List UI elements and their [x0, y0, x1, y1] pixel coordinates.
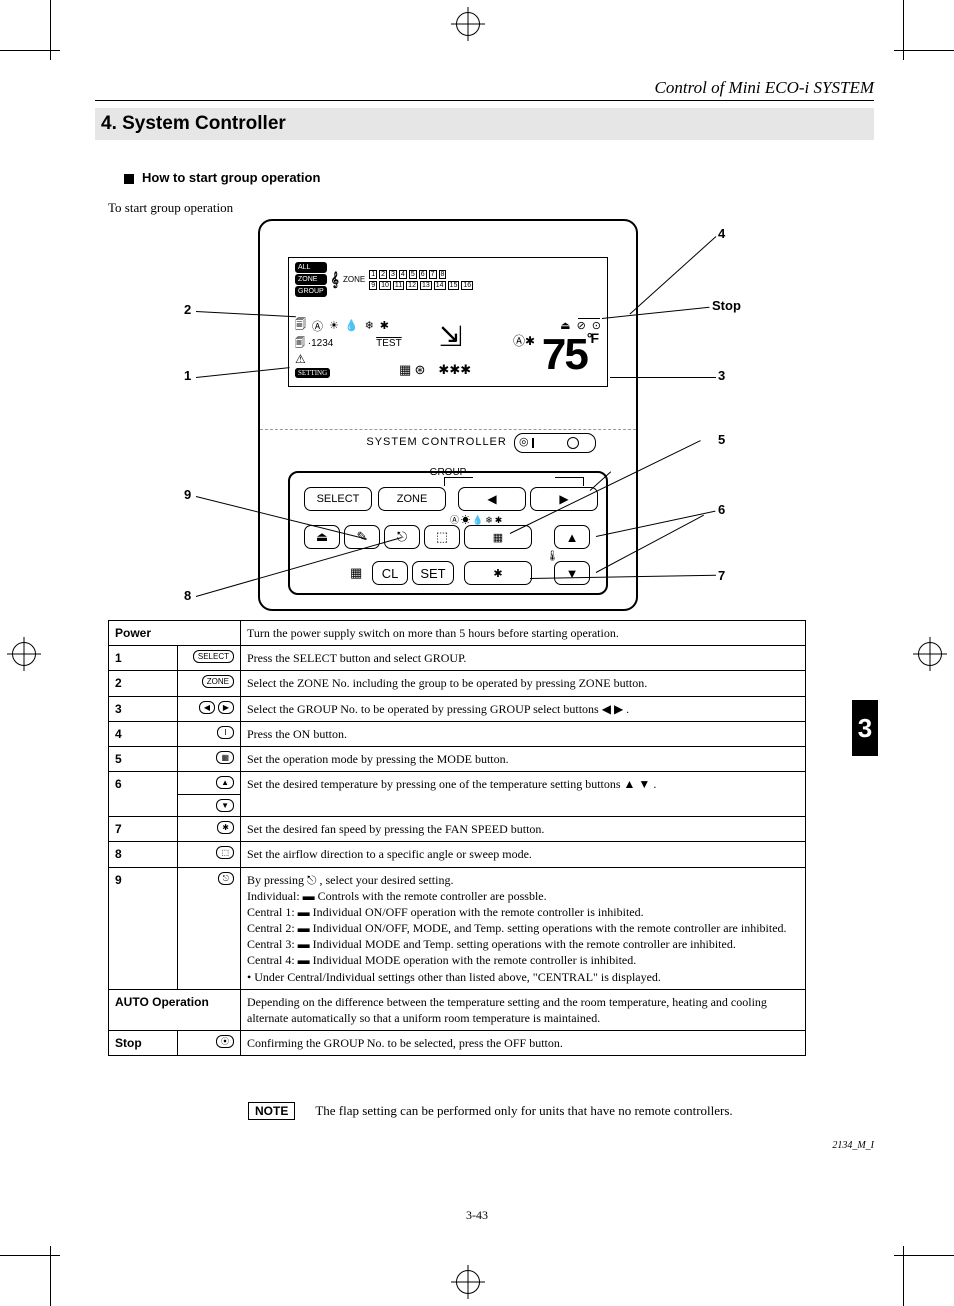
callout-3: 3 [718, 368, 725, 383]
controller-body: ALL ZONE GROUP 𝄞 ZONE 12345678 910111213… [258, 219, 638, 611]
note-label: NOTE [248, 1102, 295, 1120]
registration-mark-icon [456, 1270, 480, 1294]
controller-illustration: ALL ZONE GROUP 𝄞 ZONE 12345678 910111213… [258, 219, 638, 611]
note: NOTE The flap setting can be performed o… [248, 1102, 808, 1120]
callout-stop: Stop [712, 298, 741, 313]
select-button[interactable]: SELECT [304, 487, 372, 511]
group-left-button[interactable]: ◀ [458, 487, 526, 511]
lead-text: To start group operation [108, 200, 233, 216]
zone-button[interactable]: ZONE [378, 487, 446, 511]
mode-zone: ZONE [295, 274, 327, 285]
section-heading: 4. System Controller [95, 108, 874, 140]
cl-button[interactable]: CL [372, 561, 408, 585]
temp-down-button[interactable]: ▼ [554, 561, 590, 585]
callout-7: 7 [718, 568, 725, 583]
callout-1: 1 [184, 368, 191, 383]
page-number: 3-43 [0, 1208, 954, 1223]
lcd-screen: ALL ZONE GROUP 𝄞 ZONE 12345678 910111213… [288, 257, 608, 387]
central-button[interactable]: ⎋ [384, 525, 420, 549]
table-row: AUTO OperationDepending on the differenc… [109, 989, 806, 1030]
button-pad: GROUP SELECT ZONE ◀ ▶ Ⓐ☀💧❄✱ ⏏ ✎ ⎋ ⬚ ▦ ▲ … [288, 471, 608, 595]
crop-mark [50, 1246, 51, 1306]
callout-9: 9 [184, 487, 191, 502]
table-row: 2ZONESelect the ZONE No. including the g… [109, 671, 806, 696]
crop-mark [0, 50, 60, 51]
crop-mark [903, 1246, 904, 1306]
row9-desc: By pressing ⎋ , select your desired sett… [241, 867, 806, 989]
crop-mark [0, 1255, 60, 1256]
lcd-1234: 1234 [311, 338, 333, 349]
document-title: Control of Mini ECO-i SYSTEM [655, 78, 874, 98]
bullet-icon [124, 174, 134, 184]
table-row: 6▲Set the desired temperature by pressin… [109, 772, 806, 795]
crop-mark [903, 0, 904, 60]
zone-label: ZONE [343, 275, 365, 284]
callout-6: 6 [718, 502, 725, 517]
lcd-test: TEST [376, 338, 402, 349]
doc-id: 2134_M_I [832, 1140, 874, 1151]
table-row: 9⎋ By pressing ⎋ , select your desired s… [109, 867, 806, 989]
table-row: 4 I Press the ON button. [109, 721, 806, 746]
flap-button[interactable]: ⬚ [424, 525, 460, 549]
table-row: 1SELECTPress the SELECT button and selec… [109, 646, 806, 671]
table-row: PowerTurn the power supply switch on mor… [109, 621, 806, 646]
table-row: Stop⦿Confirming the GROUP No. to be sele… [109, 1031, 806, 1056]
table-row: 7✱Set the desired fan speed by pressing … [109, 817, 806, 842]
header-rule [95, 100, 874, 101]
subheading-text: How to start group operation [142, 170, 320, 185]
mode-group: GROUP [295, 286, 327, 297]
table-row: 5▦Set the operation mode by pressing the… [109, 746, 806, 771]
panel-divider [260, 429, 636, 430]
callout-8: 8 [184, 588, 191, 603]
lcd-setting: SETTING [295, 368, 330, 378]
mode-button[interactable]: ▦ [464, 525, 532, 549]
lcd-temperature: 75°F [542, 330, 597, 380]
fan-button[interactable]: ✱ [464, 561, 532, 585]
set-button[interactable]: SET [412, 561, 454, 585]
callout-5: 5 [718, 432, 725, 447]
note-text: The flap setting can be performed only f… [309, 1102, 808, 1120]
mode-all: ALL [295, 262, 327, 273]
chapter-tab: 3 [852, 700, 878, 756]
operations-table: PowerTurn the power supply switch on mor… [108, 620, 806, 1056]
page: Control of Mini ECO-i SYSTEM 4. System C… [0, 0, 954, 1306]
registration-mark-icon [12, 642, 36, 666]
crop-mark [50, 0, 51, 60]
callout-4: 4 [718, 226, 725, 241]
on-off-slot [514, 433, 596, 453]
table-row: 8⬚Set the airflow direction to a specifi… [109, 842, 806, 867]
subheading: How to start group operation [124, 170, 320, 185]
registration-mark-icon [456, 12, 480, 36]
registration-mark-icon [918, 642, 942, 666]
table-row: 3◀ ▶Select the GROUP No. to be operated … [109, 696, 806, 721]
temp-up-button[interactable]: ▲ [554, 525, 590, 549]
callout-2: 2 [184, 302, 191, 317]
